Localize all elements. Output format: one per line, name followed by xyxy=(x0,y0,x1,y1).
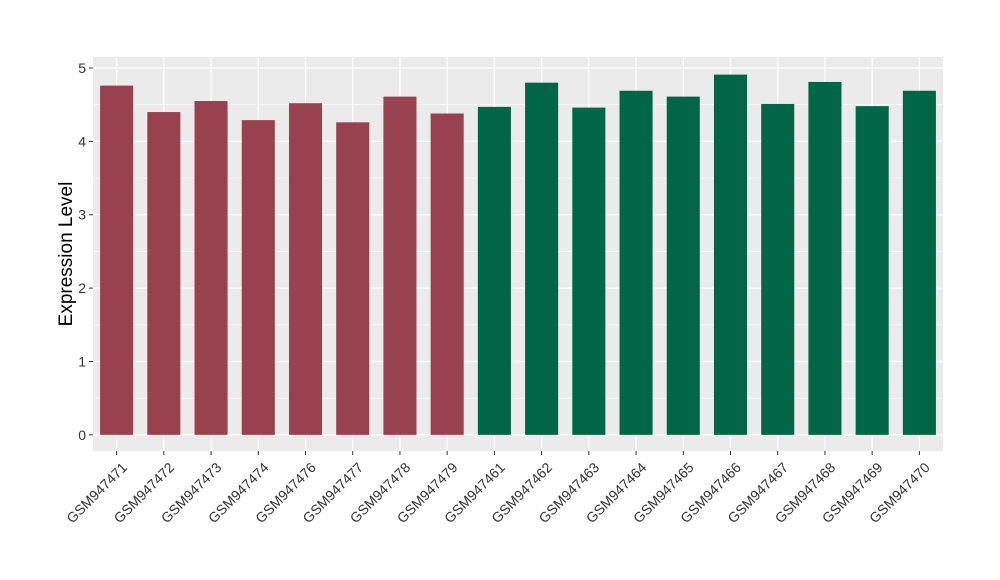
bar xyxy=(808,81,842,435)
bar xyxy=(430,113,464,435)
bars xyxy=(100,74,936,435)
bar xyxy=(194,101,228,435)
bar xyxy=(855,106,889,435)
bar xyxy=(336,122,370,435)
bar xyxy=(666,96,700,435)
bar xyxy=(902,90,936,435)
y-tick-label: 5 xyxy=(78,60,86,76)
bar xyxy=(619,90,653,435)
bar xyxy=(147,112,181,435)
bar xyxy=(525,82,559,435)
x-axis: GSM947471GSM947472GSM947473GSM947474GSM9… xyxy=(63,451,933,526)
bar xyxy=(572,107,606,435)
y-tick-label: 3 xyxy=(78,207,86,223)
y-tick-label: 1 xyxy=(78,353,86,369)
y-tick-label: 2 xyxy=(78,280,86,296)
plot-panel xyxy=(93,57,943,451)
y-axis-title: Expression Level xyxy=(56,182,77,327)
bar xyxy=(761,103,795,435)
bar xyxy=(713,74,748,435)
y-tick-label: 0 xyxy=(78,427,86,443)
y-tick-label: 4 xyxy=(78,133,86,149)
bar xyxy=(383,96,417,435)
bar xyxy=(477,106,511,435)
grid-minor xyxy=(93,104,943,399)
bar xyxy=(100,85,134,435)
y-axis: 0 1 2 3 4 5 xyxy=(78,60,93,443)
bar xyxy=(288,103,323,435)
bar xyxy=(241,120,275,435)
